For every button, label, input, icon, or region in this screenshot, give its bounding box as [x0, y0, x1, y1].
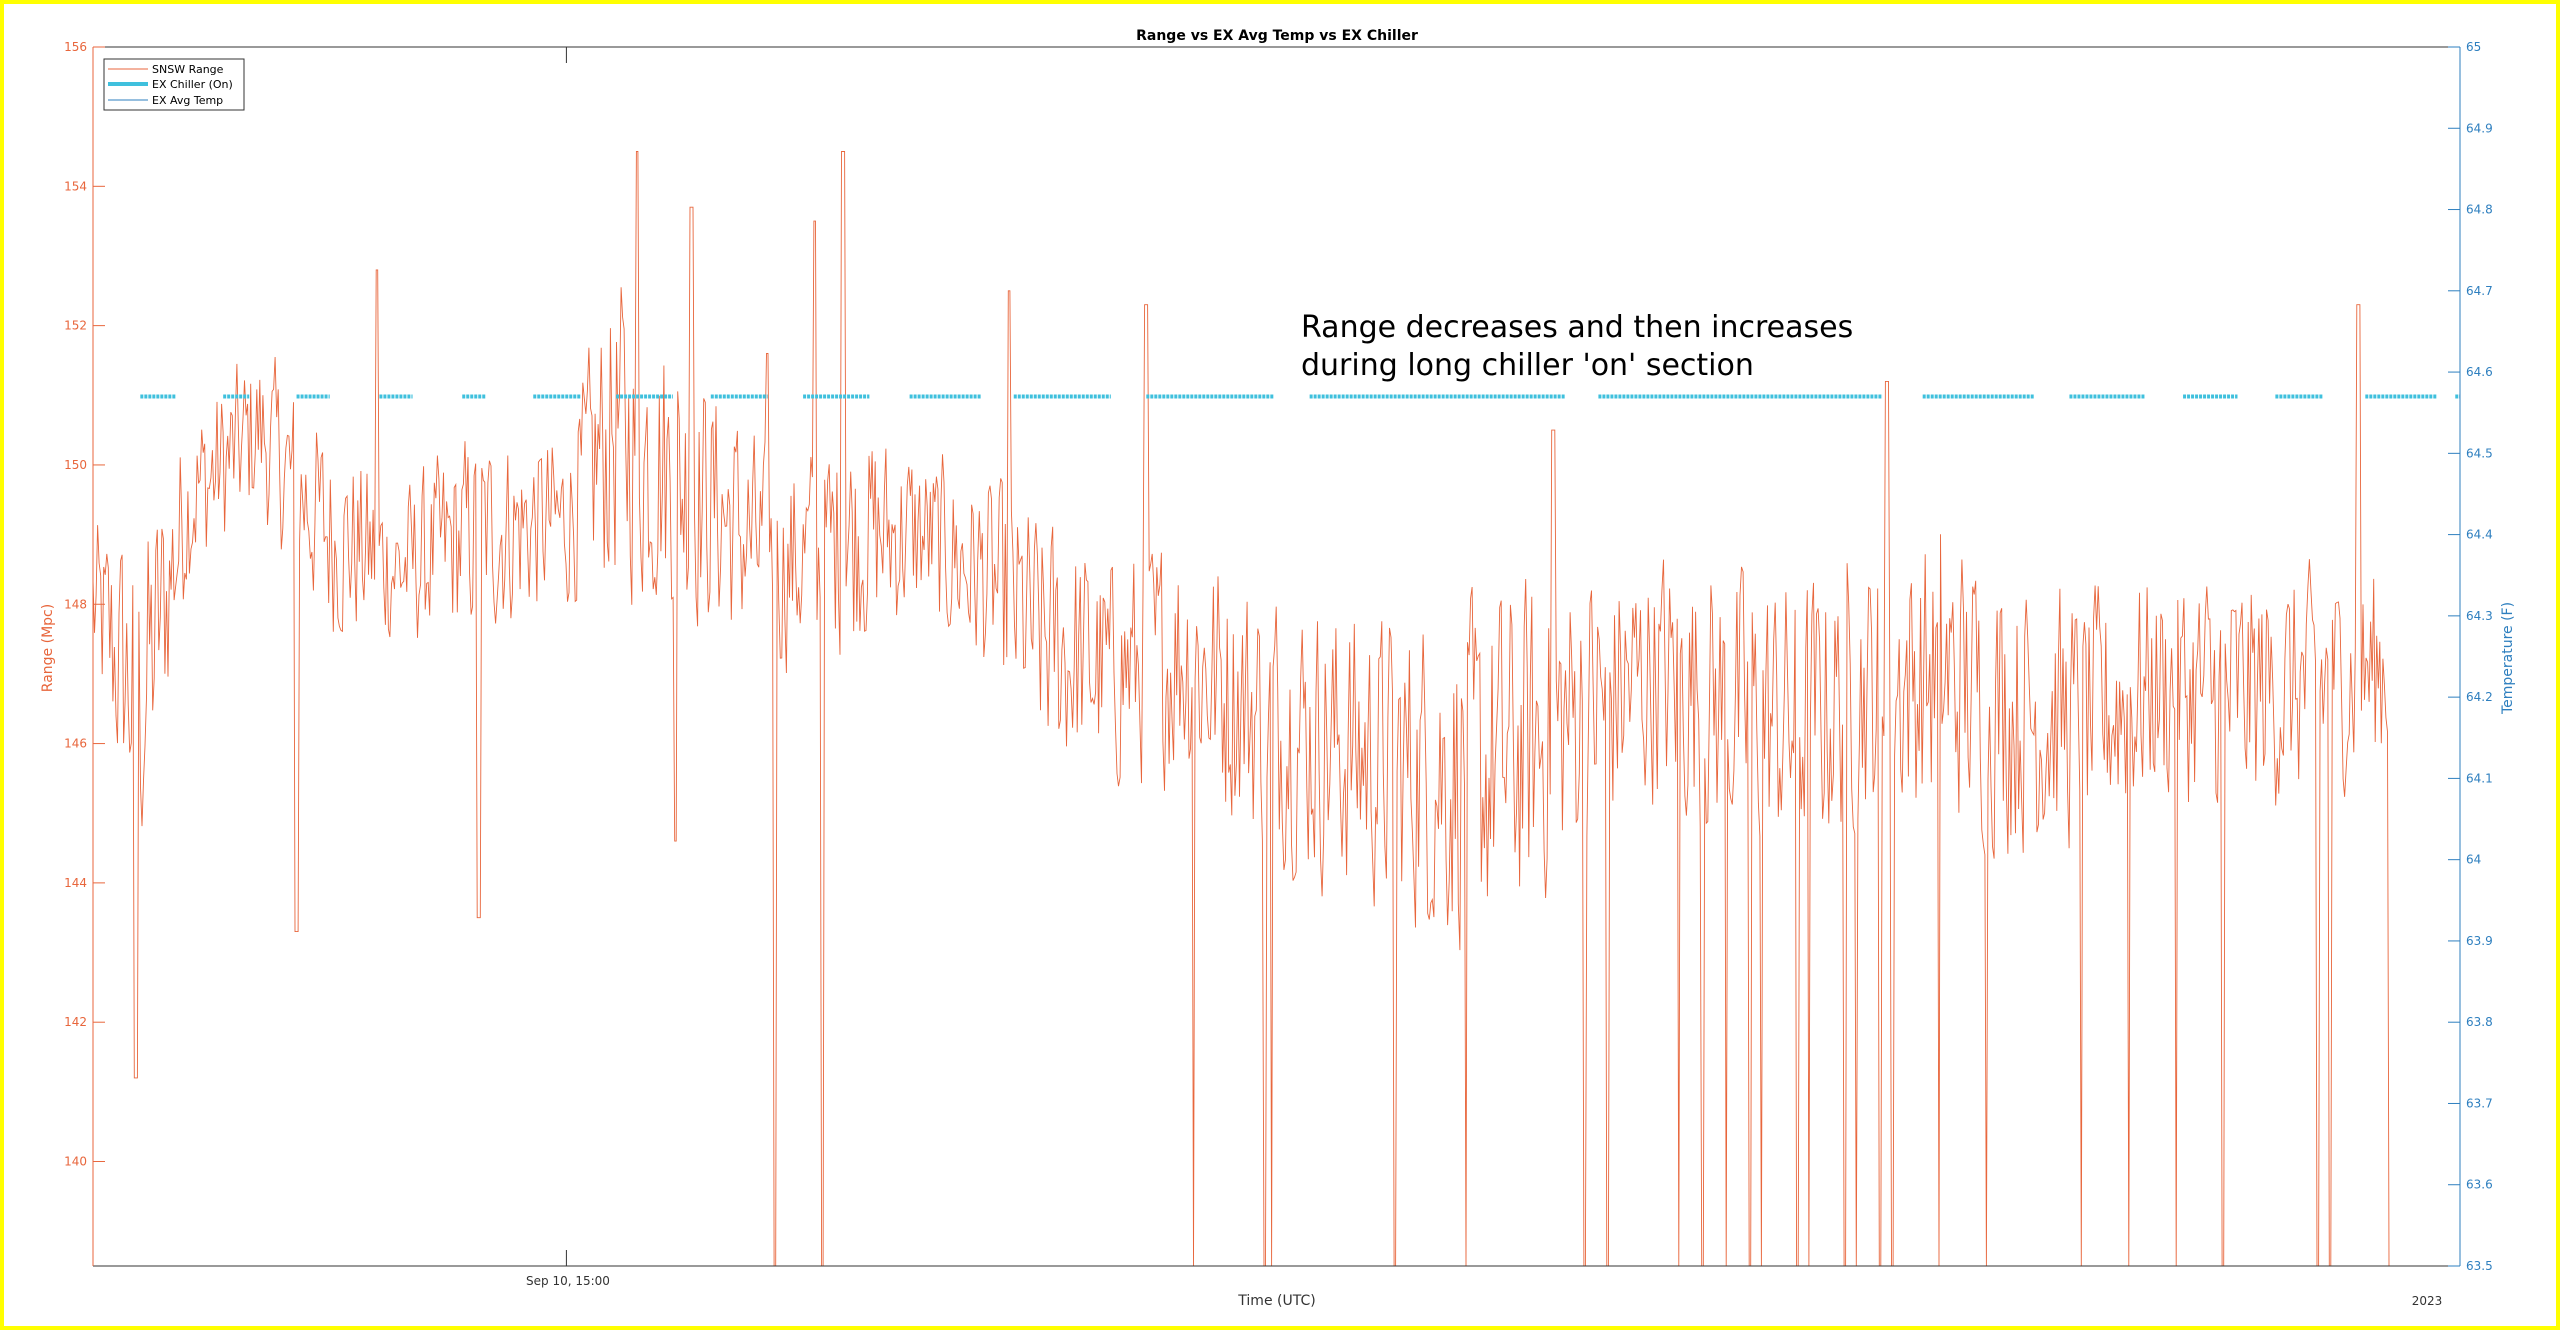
- y-right-tick-label: 64.2: [2466, 690, 2493, 704]
- y-left-tick-label: 144: [64, 876, 87, 890]
- y-right-tick-label: 63.8: [2466, 1015, 2493, 1029]
- x-axis-tick-label: Sep 10, 15:00: [526, 1274, 610, 1288]
- x-axis-corner-label: 2023: [2412, 1294, 2443, 1308]
- y-right-tick-label: 64.7: [2466, 284, 2493, 298]
- chart-title: Range vs EX Avg Temp vs EX Chiller: [1136, 28, 1418, 44]
- y-left-tick-label: 152: [64, 319, 87, 333]
- x-axis-label: Time (UTC): [1237, 1293, 1315, 1309]
- y-left-tick-label: 148: [64, 597, 87, 611]
- y-right-tick-label: 63.6: [2466, 1178, 2493, 1192]
- annotation-line-1: Range decreases and then increases: [1301, 310, 1853, 345]
- y-right-tick-label: 63.9: [2466, 934, 2493, 948]
- legend-entry-temp: EX Avg Temp: [152, 94, 223, 107]
- y-left-tick-label: 140: [64, 1155, 87, 1169]
- y-right-tick-label: 65: [2466, 40, 2481, 54]
- plot-area: [93, 47, 2460, 1266]
- y-axis-left-label: Range (Mpc): [40, 604, 56, 692]
- y-right-tick-label: 64.3: [2466, 609, 2493, 623]
- y-right-tick-label: 64.5: [2466, 446, 2493, 460]
- y-right-tick-label: 64: [2466, 853, 2481, 867]
- snsw-range-series: [92, 151, 2390, 1267]
- plot-background: [93, 47, 2460, 1266]
- y-axis-right-label: Temperature (F): [2500, 602, 2516, 715]
- y-left-tick-label: 154: [64, 179, 87, 193]
- legend: SNSW Range EX Chiller (On) EX Avg Temp: [103, 58, 245, 111]
- y-right-tick-label: 63.5: [2466, 1259, 2493, 1273]
- y-right-tick-label: 64.9: [2466, 121, 2493, 135]
- y-right-tick-label: 64.4: [2466, 528, 2493, 542]
- y-left-tick-label: 142: [64, 1015, 87, 1029]
- snsw-range-line: [92, 151, 2390, 1267]
- axes: 140 142 144 146 148 150 152 154 156 63.5 63.6 63.7 6…: [64, 40, 2493, 1273]
- y-left-tick-label: 156: [64, 40, 87, 54]
- y-right-tick-label: 63.7: [2466, 1096, 2493, 1110]
- y-right-tick-label: 64.6: [2466, 365, 2493, 379]
- y-left-tick-label: 150: [64, 458, 87, 472]
- y-right-tick-label: 64.1: [2466, 771, 2493, 785]
- y-left-tick-label: 146: [64, 737, 87, 751]
- legend-entry-chiller: EX Chiller (On): [152, 78, 233, 91]
- y-right-tick-label: 64.8: [2466, 203, 2493, 217]
- annotation-line-2: during long chiller 'on' section: [1301, 348, 1754, 383]
- legend-entry-range: SNSW Range: [152, 63, 224, 76]
